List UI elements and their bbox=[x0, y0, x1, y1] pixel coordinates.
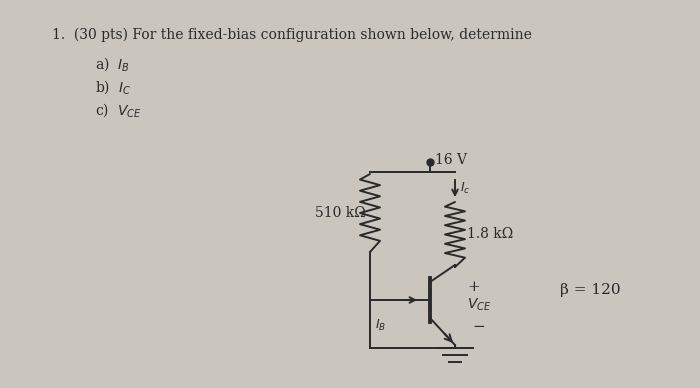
Text: c)  $V_{CE}$: c) $V_{CE}$ bbox=[95, 101, 141, 119]
Text: 16 V: 16 V bbox=[435, 153, 467, 167]
Text: 510 kΩ: 510 kΩ bbox=[315, 206, 365, 220]
Text: b)  $I_C$: b) $I_C$ bbox=[95, 78, 131, 96]
Text: 1.8 kΩ: 1.8 kΩ bbox=[467, 227, 513, 241]
Text: β = 120: β = 120 bbox=[560, 283, 621, 297]
Text: $V_{CE}$: $V_{CE}$ bbox=[467, 297, 491, 313]
Text: a)  $I_B$: a) $I_B$ bbox=[95, 55, 130, 73]
Text: +: + bbox=[467, 280, 480, 294]
Text: $I_c$: $I_c$ bbox=[460, 181, 470, 196]
Text: 1.  (30 pts) For the fixed-bias configuration shown below, determine: 1. (30 pts) For the fixed-bias configura… bbox=[52, 28, 532, 42]
Text: $I_B$: $I_B$ bbox=[375, 318, 386, 333]
Text: −: − bbox=[472, 320, 484, 334]
